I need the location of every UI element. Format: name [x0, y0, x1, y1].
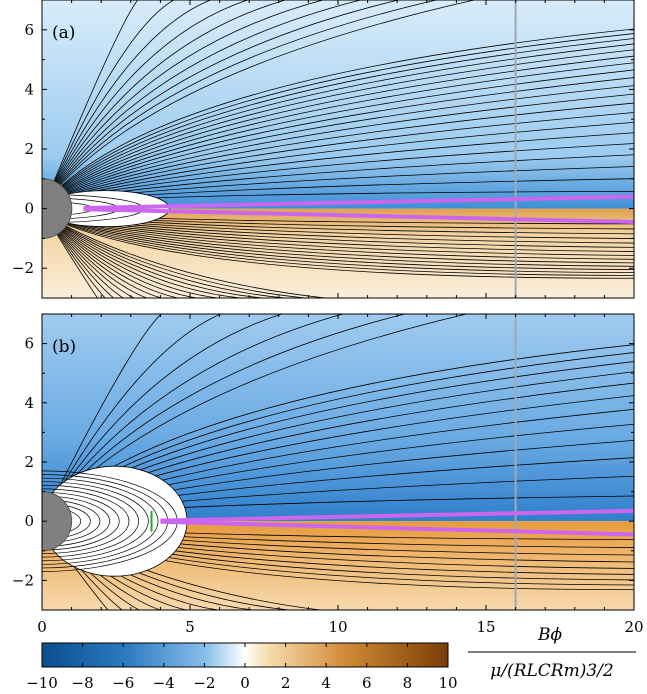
field-line	[45, 77, 634, 203]
field-line	[45, 215, 149, 298]
y-tick-label: 4	[24, 394, 34, 412]
panel-a-ticks: −2 0 2 4 6	[12, 0, 635, 299]
closed-loop	[42, 499, 101, 544]
colorbar-tick-label: −6	[112, 674, 134, 692]
field-line	[45, 216, 125, 298]
colorbar-tick-label: 2	[281, 674, 291, 692]
field-line	[45, 85, 634, 203]
panel-b-closed-zone	[42, 465, 188, 577]
colorbar-tick-label: −10	[26, 674, 58, 692]
field-line	[45, 314, 162, 514]
field-line	[45, 28, 634, 202]
panel-a-star	[42, 178, 73, 239]
field-line	[45, 215, 329, 298]
panel-b-star	[42, 491, 73, 552]
y-tick-label: −2	[12, 259, 34, 277]
colorbar-tick-label: 0	[240, 674, 250, 692]
y-tick-label: −2	[12, 571, 34, 589]
closed-loop	[42, 488, 130, 554]
panel-a-current-sheet-upper	[83, 194, 634, 211]
panel-a-upper-field	[42, 0, 634, 209]
field-line	[45, 214, 634, 267]
panel-b-ticks: −2 0 2 4 6 0 5 10 15 20	[12, 313, 644, 636]
colorbar-tick-label: −4	[153, 674, 175, 692]
closed-loop	[42, 481, 149, 562]
field-line	[45, 215, 310, 298]
field-line	[45, 216, 136, 298]
field-line	[45, 215, 245, 298]
panel-a-current-sheet-lower	[83, 207, 634, 225]
field-line	[45, 102, 634, 203]
y-tick-label: 0	[24, 512, 34, 530]
panel-a-label: (a)	[52, 23, 75, 43]
field-line	[45, 215, 634, 270]
field-line	[45, 0, 212, 201]
colorbar-ticks: −10 −8 −6 −4 −2 0 2 4 6 8 10	[26, 643, 458, 692]
field-line	[45, 43, 634, 202]
y-tick-label: 4	[24, 80, 34, 98]
y-tick-label: 2	[24, 453, 34, 471]
colorbar-tick-label: 6	[362, 674, 372, 692]
y-tick-label: 0	[24, 200, 34, 218]
field-line	[45, 0, 175, 201]
colorbar-tick-label: 8	[403, 674, 413, 692]
field-line	[45, 216, 99, 298]
colorbar-label-numerator: Bϕ	[537, 625, 562, 645]
field-line	[45, 215, 290, 298]
field-line	[45, 0, 401, 202]
panel-b: −2 0 2 4 6 0 5 10 15 20 (b)	[12, 313, 644, 636]
x-tick-label: 10	[328, 618, 347, 636]
field-line	[45, 93, 634, 203]
field-line	[45, 0, 250, 202]
field-line	[45, 0, 363, 202]
panel-b-current-sheet-lower	[160, 519, 634, 537]
field-line	[45, 38, 634, 202]
field-line	[45, 215, 180, 298]
field-line	[45, 33, 634, 202]
panel-b-current-sheet-upper	[160, 508, 634, 523]
field-line	[45, 214, 634, 264]
field-line	[45, 215, 222, 298]
field-line	[45, 0, 439, 202]
field-line	[45, 121, 634, 203]
y-tick-label: 6	[24, 335, 34, 353]
x-tick-label: 15	[476, 618, 495, 636]
x-tick-label: 5	[185, 618, 195, 636]
field-line	[45, 0, 287, 202]
field-line	[45, 215, 200, 298]
x-tick-label: 0	[37, 618, 47, 636]
colorbar-tick-label: 4	[321, 674, 331, 692]
colorbar-tick-label: 10	[438, 674, 457, 692]
y-tick-label: 6	[24, 21, 34, 39]
field-line	[45, 216, 106, 298]
field-line	[45, 0, 477, 202]
y-tick-label: 2	[24, 140, 34, 158]
colorbar: −10 −8 −6 −4 −2 0 2 4 6 8 10 Bϕ μ/(RLCRm)3/2	[26, 625, 636, 692]
closed-loop	[42, 477, 159, 565]
colorbar-label-denominator: μ/(RLCRm)3/2	[490, 661, 613, 681]
field-line	[45, 314, 223, 514]
field-line	[45, 49, 634, 202]
closed-loop	[42, 492, 120, 551]
field-line	[45, 215, 164, 298]
field-line	[45, 112, 634, 203]
field-line	[45, 0, 325, 202]
field-line	[45, 0, 139, 201]
colorbar-tick-label: −8	[72, 674, 94, 692]
field-line	[45, 216, 115, 298]
colorbar-tick-label: −2	[193, 674, 215, 692]
panel-b-label: (b)	[52, 337, 76, 357]
panel-a: −2 0 2 4 6 (a)	[12, 0, 635, 299]
x-tick-label: 20	[624, 618, 643, 636]
field-line	[45, 314, 284, 514]
